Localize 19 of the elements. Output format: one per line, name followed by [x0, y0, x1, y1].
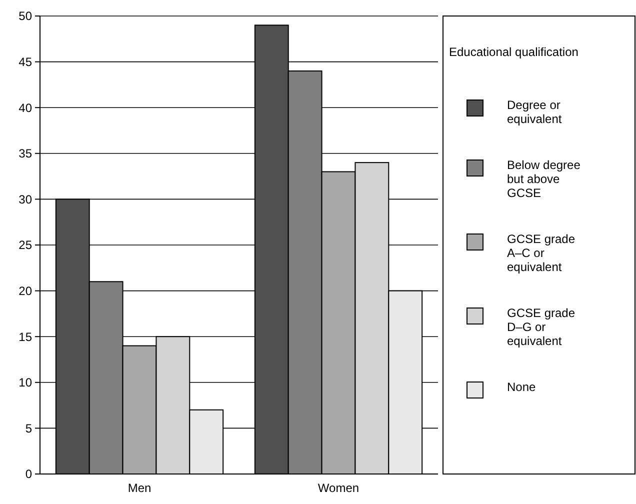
y-tick-label: 5 [25, 421, 32, 436]
y-tick-label: 0 [25, 467, 32, 482]
legend-title: Educational qualification [449, 45, 578, 59]
y-tick-label: 45 [18, 55, 32, 69]
x-tick-label: Men [128, 481, 152, 495]
x-tick-label: Women [318, 481, 360, 495]
legend-label: None [507, 380, 536, 394]
y-tick-label: 35 [18, 146, 32, 161]
y-tick-label: 30 [18, 192, 32, 206]
y-tick-label: 40 [18, 100, 32, 115]
legend-label: Degree or equivalent [507, 98, 562, 126]
y-tick-label: 20 [18, 284, 32, 298]
legend-label: GCSE grade A–C or equivalent [507, 232, 576, 274]
y-tick-label: 10 [18, 376, 32, 390]
y-tick-label: 50 [18, 9, 32, 24]
legend-label: Below degree but above GCSE [507, 158, 581, 200]
legend-label: GCSE grade D–G or equivalent [507, 306, 576, 348]
y-tick-label: 25 [18, 238, 32, 252]
y-tick-label: 15 [18, 330, 32, 344]
